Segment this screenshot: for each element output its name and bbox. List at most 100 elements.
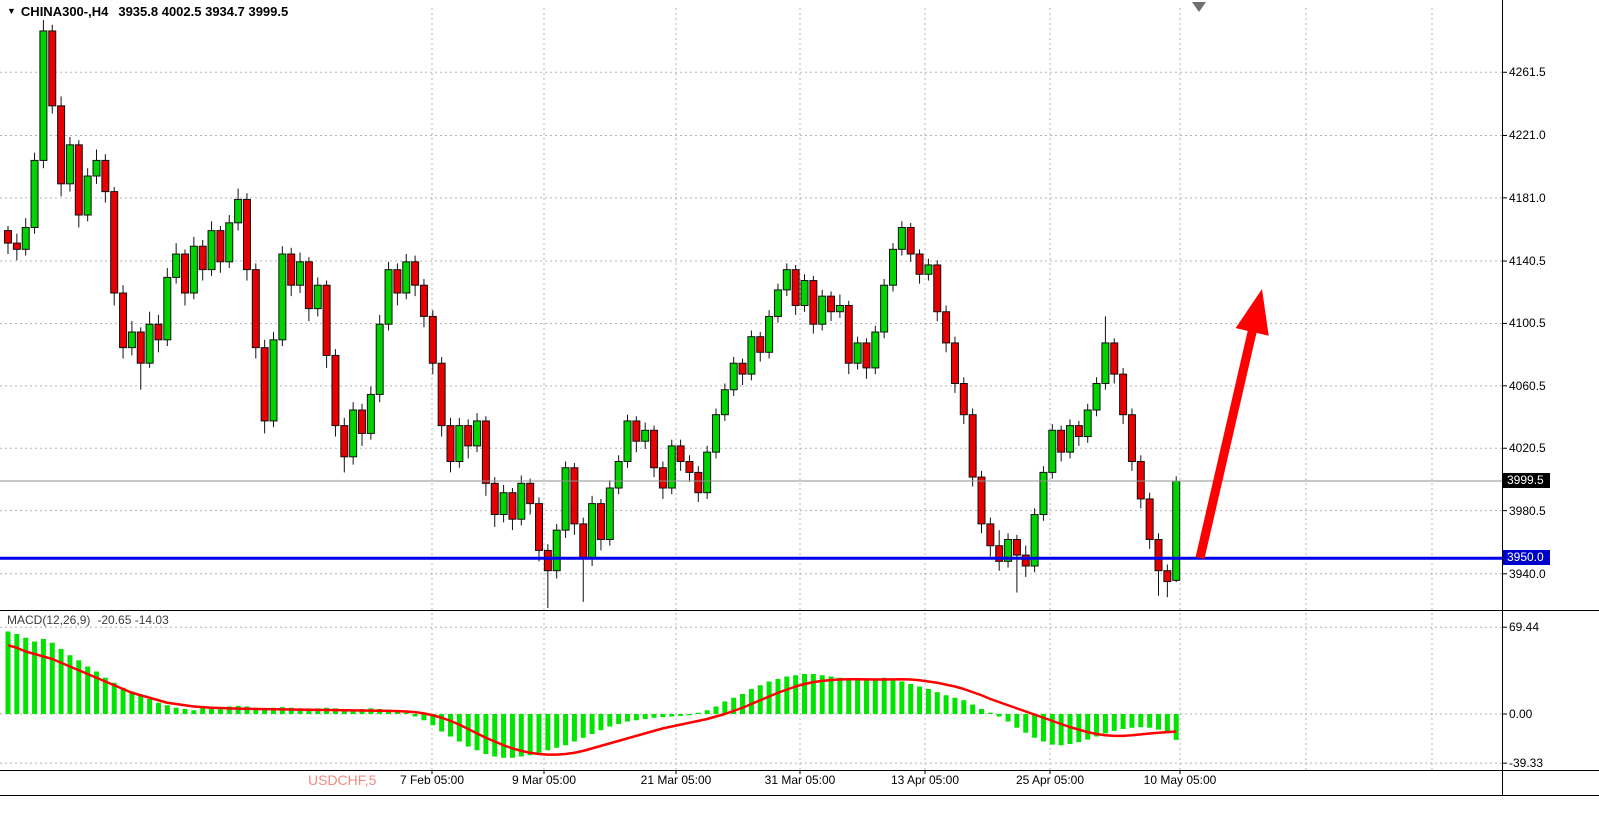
bear-candle xyxy=(287,253,296,286)
bear-candle xyxy=(694,471,703,494)
bull-candle xyxy=(1083,409,1092,438)
macd-histogram-bar xyxy=(58,649,64,714)
bear-candle xyxy=(995,545,1004,562)
macd-histogram-bar xyxy=(686,714,692,716)
bear-candle xyxy=(331,354,340,427)
bull-candle xyxy=(269,339,278,422)
bull-candle xyxy=(296,261,305,286)
macd-histogram-bar xyxy=(1164,714,1170,733)
macd-histogram-bar xyxy=(1023,714,1029,733)
macd-histogram-bar xyxy=(111,682,117,714)
macd-histogram-bar xyxy=(1076,714,1082,743)
bar-shift-marker[interactable] xyxy=(1192,2,1206,12)
bear-candle xyxy=(481,420,490,484)
bull-candle xyxy=(800,280,809,306)
macd-histogram-bar xyxy=(1032,714,1038,738)
bear-candle xyxy=(862,342,871,369)
macd-histogram-bar xyxy=(315,708,321,714)
bear-candle xyxy=(942,311,951,344)
bear-candle xyxy=(154,323,163,341)
bear-candle xyxy=(959,382,968,416)
bear-candle xyxy=(756,336,765,353)
macd-histogram-bar xyxy=(1173,714,1179,740)
bear-candle xyxy=(251,269,260,349)
bear-candle xyxy=(1163,570,1172,583)
bull-candle xyxy=(402,261,411,294)
macd-histogram-bar xyxy=(1014,714,1020,728)
bull-candle xyxy=(473,420,482,447)
bull-candle xyxy=(747,336,756,375)
macd-histogram-bar xyxy=(943,695,949,714)
macd-histogram-bar xyxy=(660,714,666,718)
macd-histogram-bar xyxy=(598,714,604,731)
bear-candle xyxy=(136,331,145,364)
bear-candle xyxy=(968,414,977,478)
bull-candle xyxy=(234,198,243,224)
bull-candle xyxy=(818,295,827,325)
macd-histogram-bar xyxy=(1094,714,1100,737)
macd-histogram-bar xyxy=(979,709,984,714)
bear-candle xyxy=(260,347,269,422)
bull-candle xyxy=(853,342,862,364)
bull-candle xyxy=(1030,514,1039,567)
macd-histogram-bar xyxy=(775,679,781,714)
bull-candle xyxy=(1092,382,1101,411)
macd-histogram-bar xyxy=(456,714,462,742)
bear-candle xyxy=(419,284,428,317)
macd-histogram-bar xyxy=(1067,714,1073,744)
macd-histogram-bar xyxy=(704,710,710,714)
bear-candle xyxy=(508,492,517,520)
time-axis-label: 31 Mar 05:00 xyxy=(764,773,836,787)
bull-candle xyxy=(1039,471,1048,516)
macd-histogram-bar xyxy=(244,706,250,714)
macd-histogram-bar xyxy=(642,714,648,719)
macd-histogram-bar xyxy=(226,706,232,714)
macd-histogram-bar xyxy=(306,709,312,714)
macd-histogram-bar xyxy=(607,714,613,727)
bear-candle xyxy=(827,295,836,313)
bear-candle xyxy=(906,227,915,255)
indicator-axis-label: 0.00 xyxy=(1509,707,1533,721)
bull-candle xyxy=(703,451,712,494)
macd-histogram-bar xyxy=(881,677,887,714)
macd-histogram-bar xyxy=(748,689,754,714)
macd-histogram-bar xyxy=(164,705,170,714)
bear-candle xyxy=(986,523,995,547)
bear-candle xyxy=(1119,373,1128,416)
macd-histogram-bar xyxy=(616,714,622,724)
macd-histogram-bar xyxy=(5,631,11,714)
bear-candle xyxy=(1012,538,1021,556)
bull-candle xyxy=(729,362,738,391)
macd-histogram-bar xyxy=(890,679,896,714)
macd-histogram-bar xyxy=(1156,714,1161,730)
macd-histogram-bar xyxy=(49,642,55,714)
macd-histogram-bar xyxy=(1058,714,1064,746)
bear-candle xyxy=(12,242,21,250)
price-axis-label: 4261.5 xyxy=(1509,65,1546,80)
current-price-badge: 3999.5 xyxy=(1503,472,1550,488)
indicator-axis-label: 69.44 xyxy=(1509,620,1540,635)
macd-histogram-bar xyxy=(589,714,595,734)
time-axis-label: 9 Mar 05:00 xyxy=(511,773,577,787)
macd-histogram-bar xyxy=(483,714,489,754)
price-axis-label: 4221.0 xyxy=(1509,128,1546,143)
macd-histogram-bar xyxy=(527,714,533,756)
bull-candle xyxy=(349,409,358,458)
macd-histogram-bar xyxy=(102,677,108,714)
macd-histogram-bar xyxy=(147,699,153,714)
bear-candle xyxy=(632,420,641,442)
price-axis-label: 4060.5 xyxy=(1509,378,1546,393)
time-axis-label: 21 Mar 05:00 xyxy=(640,773,712,787)
bull-candle xyxy=(92,159,101,177)
bull-candle xyxy=(889,248,897,286)
macd-histogram-bar xyxy=(917,686,923,714)
bull-candle xyxy=(1101,342,1110,384)
bear-candle xyxy=(658,467,667,489)
bear-candle xyxy=(1021,554,1030,567)
symbol-dropdown-icon[interactable]: ▼ xyxy=(7,6,16,16)
bull-candle xyxy=(172,253,181,278)
bear-candle xyxy=(48,30,57,107)
trend-arrow-annotation[interactable] xyxy=(1195,289,1269,559)
bear-candle xyxy=(358,409,366,434)
